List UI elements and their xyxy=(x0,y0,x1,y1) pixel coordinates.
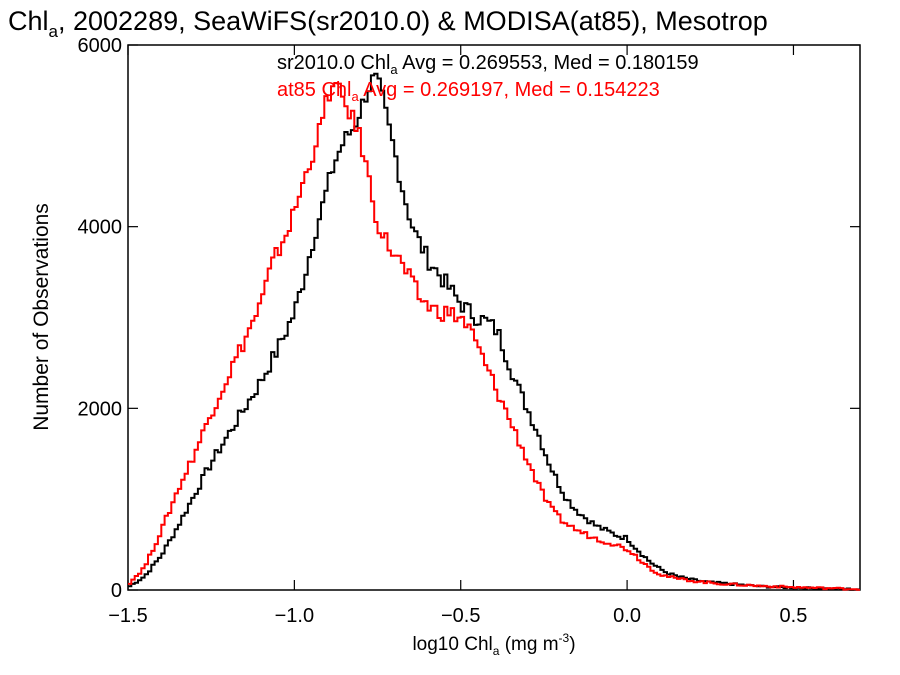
x-tick-label-2: −0.5 xyxy=(441,605,480,627)
y-tick-label-1: 2000 xyxy=(78,398,123,420)
y-tick-label-3: 6000 xyxy=(78,35,123,57)
series-annotation-red: at85 Chla Avg = 0.269197, Med = 0.154223 xyxy=(277,79,660,104)
y-tick-label-0: 0 xyxy=(111,580,122,602)
series-layer xyxy=(128,72,860,591)
x-axis-ticks: −1.5 −1.0 −0.5 0.0 0.5 xyxy=(108,45,807,627)
series-1-histogram xyxy=(128,82,860,591)
x-tick-label-4: 0.5 xyxy=(780,605,808,627)
plot-frame xyxy=(127,44,861,591)
x-tick-label-3: 0.0 xyxy=(613,605,641,627)
chart-title: Chla, 2002289, SeaWiFS(sr2010.0) & MODIS… xyxy=(8,6,768,41)
x-axis-label: log10 Chla (mg m-3) xyxy=(412,631,575,658)
x-tick-label-0: −1.5 xyxy=(108,605,147,627)
series-0-histogram xyxy=(128,72,860,591)
y-axis-label: Number of Observations xyxy=(30,203,53,431)
x-tick-label-1: −1.0 xyxy=(275,605,314,627)
series-annotation-black: sr2010.0 Chla Avg = 0.269553, Med = 0.18… xyxy=(277,52,699,77)
y-axis-ticks: 0 2000 4000 6000 xyxy=(78,35,860,602)
y-tick-label-2: 4000 xyxy=(78,217,123,239)
